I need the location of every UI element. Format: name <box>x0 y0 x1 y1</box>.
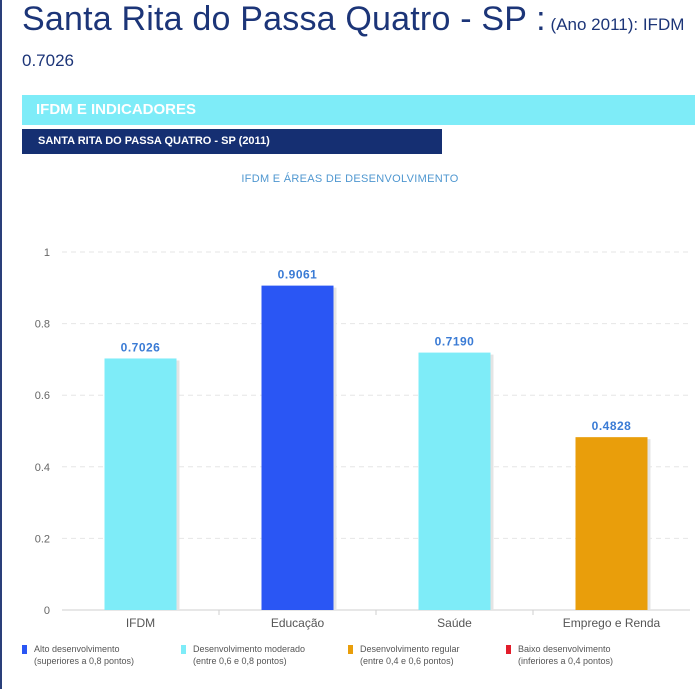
legend-label-regular: Desenvolvimento regular <box>360 644 460 654</box>
y-tick-label: 0.6 <box>35 390 50 402</box>
x-tick-label: Educação <box>271 616 325 630</box>
title-main: Santa Rita do Passa Quatro - SP : <box>22 0 546 38</box>
data-label: 0.9061 <box>278 268 318 282</box>
bar-chart: 0 0.2 0.4 0.6 0.8 1 0.7026 IFDM 0.9061 Educação 0.… <box>35 247 690 630</box>
bar-emprego-e-renda <box>575 437 648 610</box>
chart-title: IFDM E ÁREAS DE DESENVOLVIMENTO <box>241 173 459 185</box>
legend-label-moderate: Desenvolvimento moderado <box>193 644 306 654</box>
title-value: 0.7026 <box>22 51 74 70</box>
legend-range-regular: (entre 0,4 e 0,6 pontos) <box>360 656 454 666</box>
data-label: 0.4828 <box>592 419 632 433</box>
legend-range-moderate: (entre 0,6 e 0,8 pontos) <box>193 656 287 666</box>
legend-swatch-moderate <box>181 645 186 654</box>
y-tick-label: 0 <box>44 605 50 617</box>
legend-label-low: Baixo desenvolvimento <box>518 644 611 654</box>
legend-swatch-low <box>506 645 511 654</box>
data-label: 0.7026 <box>121 340 161 354</box>
title-suffix: (Ano 2011): IFDM <box>545 15 685 34</box>
legend-label-high: Alto desenvolvimento <box>34 644 120 654</box>
subtitle-band: SANTA RITA DO PASSA QUATRO - SP (2011) <box>22 129 442 154</box>
y-tick-label: 0.4 <box>35 462 50 474</box>
left-edge-line <box>0 0 2 689</box>
y-tick-label: 1 <box>44 247 50 259</box>
data-label: 0.7190 <box>435 335 475 349</box>
y-tick-label: 0.2 <box>35 533 50 545</box>
legend-range-high: (superiores a 0,8 pontos) <box>34 656 135 666</box>
section-band: IFDM E INDICADORES <box>22 95 695 125</box>
y-tick-label: 0.8 <box>35 319 50 331</box>
x-tick-label: Saúde <box>437 616 472 630</box>
bar-ifdm <box>104 358 177 610</box>
x-tick-label: IFDM <box>126 616 155 630</box>
legend-swatch-high <box>22 645 27 654</box>
legend-swatch-regular <box>348 645 353 654</box>
bar-sa-de <box>418 352 491 610</box>
bar-educa-o <box>261 285 334 610</box>
x-tick-label: Emprego e Renda <box>563 616 661 630</box>
legend-range-low: (inferiores a 0,4 pontos) <box>518 656 614 666</box>
page-title: Santa Rita do Passa Quatro - SP : (Ano 2… <box>22 0 684 39</box>
